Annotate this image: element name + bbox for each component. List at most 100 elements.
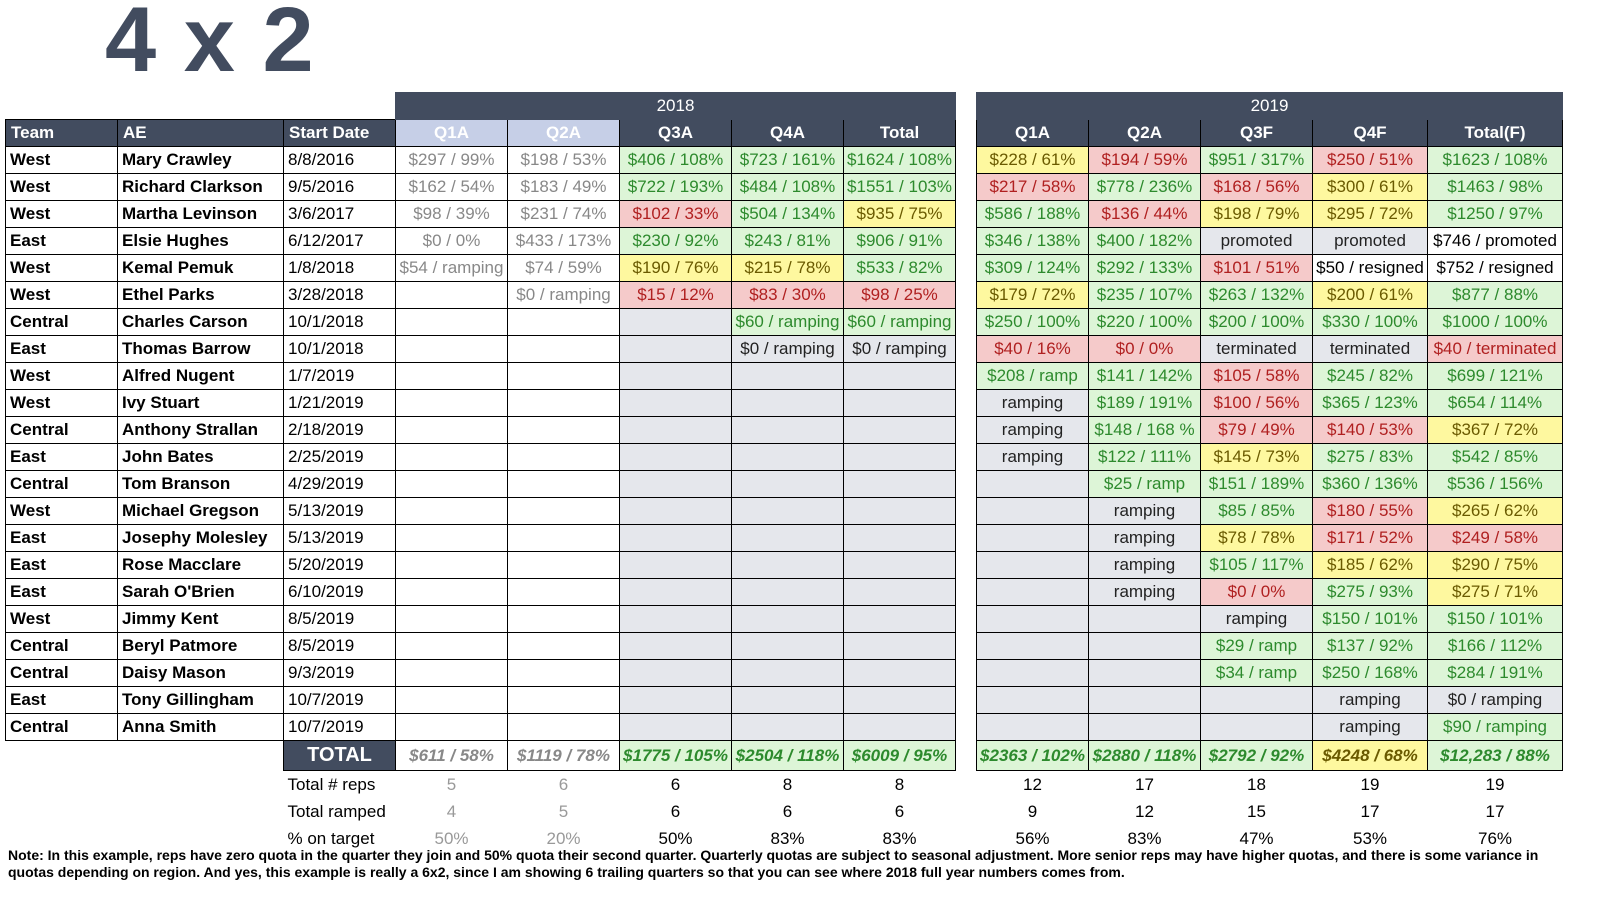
quota-cell-2019: $877 / 88% [1426, 281, 1564, 309]
quota-cell-2018 [619, 659, 732, 687]
quota-cell-2019: $40 / terminated [1426, 335, 1564, 363]
team-cell: East [5, 578, 118, 606]
quota-cell-2019: $208 / ramp [976, 362, 1089, 390]
quota-cell-2019 [976, 551, 1089, 579]
quota-cell-2019: $179 / 72% [976, 281, 1089, 309]
quota-cell-2019 [976, 605, 1089, 633]
start-date-cell: 6/10/2019 [283, 578, 396, 606]
start-date-cell: 10/7/2019 [283, 713, 396, 741]
quota-cell-2018 [395, 686, 508, 714]
blank-cell [6, 771, 284, 799]
quota-cell-2019: $295 / 72% [1312, 200, 1428, 228]
ae-cell: Ivy Stuart [117, 389, 284, 417]
table-row: ramping $78 / 78% $171 / 52% $249 / 58% [976, 524, 1564, 552]
quota-cell-2019: $145 / 73% [1200, 443, 1313, 471]
quota-cell-2019: $105 / 117% [1200, 551, 1313, 579]
team-cell: West [5, 497, 118, 525]
quota-cell-2019: $360 / 136% [1312, 470, 1428, 498]
total-row: $2363 / 102% $2880 / 118% $2792 / 92% $4248… [976, 740, 1564, 771]
quota-cell-2018 [731, 686, 844, 714]
quota-cell-2018 [842, 551, 957, 579]
quota-cell-2018 [619, 308, 732, 336]
quota-cell-2019: $586 / 188% [976, 200, 1089, 228]
total-row: TOTAL $611 / 58% $1119 / 78% $1775 / 105% $2… [5, 740, 957, 771]
col-2018-q4a: Q4A [731, 119, 844, 147]
quota-cell-2019: $168 / 56% [1200, 173, 1313, 201]
quota-cell-2018 [619, 416, 732, 444]
quota-cell-2019 [976, 632, 1089, 660]
table-row: ramping $150 / 101% $150 / 101% [976, 605, 1564, 633]
summary-label: Total ramped [287, 801, 386, 821]
quota-cell-2018 [395, 605, 508, 633]
quota-cell-2019 [976, 470, 1089, 498]
quota-cell-2018 [842, 389, 957, 417]
table-row: ramping $0 / 0% $275 / 93% $275 / 71% [976, 578, 1564, 606]
quota-cell-2018 [731, 713, 844, 741]
table-row: ramping $85 / 85% $180 / 55% $265 / 62% [976, 497, 1564, 525]
team-cell: West [5, 281, 118, 309]
quota-cell-2018: $60 / ramping [842, 308, 957, 336]
quota-cell-2018 [395, 551, 508, 579]
quota-cell-2018: $406 / 108% [619, 146, 732, 174]
ae-cell: Beryl Patmore [117, 632, 284, 660]
table-row: East Rose Macclare 5/20/2019 [5, 551, 957, 579]
quota-cell-2018 [619, 335, 732, 363]
quota-cell-2019: ramping [1312, 686, 1428, 714]
start-date-cell: 1/7/2019 [283, 362, 396, 390]
team-cell: Central [5, 632, 118, 660]
ae-cell: Ethel Parks [117, 281, 284, 309]
team-cell: East [5, 686, 118, 714]
summary-value-2018: 6 [894, 801, 905, 821]
quota-cell-2019 [976, 497, 1089, 525]
table-row: $346 / 138% $400 / 182% promoted promoted $7… [976, 227, 1564, 255]
quota-cell-2018 [395, 578, 508, 606]
quota-cell-2019: $330 / 100% [1312, 308, 1428, 336]
quota-cell-2018 [507, 443, 620, 471]
start-date-cell: 9/3/2019 [283, 659, 396, 687]
team-cell: West [5, 389, 118, 417]
quota-cell-2019: ramping [1088, 578, 1201, 606]
quota-cell-2019: $752 / resigned [1426, 254, 1564, 282]
quota-cell-2019 [976, 659, 1089, 687]
ae-cell: Josephy Molesley [117, 524, 284, 552]
year-2019-header: 2019 [975, 92, 1564, 120]
table-row: East Sarah O'Brien 6/10/2019 [5, 578, 957, 606]
quota-cell-2018: $722 / 193% [619, 173, 732, 201]
quota-cell-2018 [842, 632, 957, 660]
quota-cell-2018: $297 / 99% [395, 146, 508, 174]
quota-cell-2018 [842, 578, 957, 606]
quota-cell-2019: $249 / 58% [1426, 524, 1564, 552]
quota-cell-2018 [507, 524, 620, 552]
quota-cell-2018 [507, 470, 620, 498]
quota-cell-2019 [976, 524, 1089, 552]
table-2019: 2019 Q1A Q2A Q3F Q4F Total(F) $228 / 61%… [975, 92, 1564, 852]
quota-cell-2019: $542 / 85% [1426, 443, 1564, 471]
summary-value-2019: 17 [1485, 801, 1505, 821]
summary-value-2018: 6 [782, 801, 793, 821]
summary-value-2019: 56% [1015, 828, 1050, 848]
start-date-cell: 1/21/2019 [283, 389, 396, 417]
quota-cell-2019: $0 / 0% [1200, 578, 1313, 606]
quota-cell-2018 [842, 605, 957, 633]
quota-cell-2018: $98 / 39% [395, 200, 508, 228]
summary-value-2019: 47% [1239, 828, 1274, 848]
quota-cell-2018: $231 / 74% [507, 200, 620, 228]
year-2018-header: 2018 [394, 92, 957, 120]
start-date-cell: 3/28/2018 [283, 281, 396, 309]
table-row: ramping $105 / 117% $185 / 62% $290 / 75% [976, 551, 1564, 579]
table-row: East Thomas Barrow 10/1/2018 $0 / ramping $0… [5, 335, 957, 363]
table-row: West Alfred Nugent 1/7/2019 [5, 362, 957, 390]
quota-cell-2019 [1200, 686, 1313, 714]
start-date-cell: 5/20/2019 [283, 551, 396, 579]
quota-cell-2018: $15 / 12% [619, 281, 732, 309]
quota-cell-2019: $150 / 101% [1312, 605, 1428, 633]
quota-cell-2019: $284 / 191% [1426, 659, 1564, 687]
summary-value-2018: 50% [434, 828, 469, 848]
quota-cell-2018 [619, 551, 732, 579]
quota-cell-2019: $200 / 100% [1200, 308, 1313, 336]
quota-cell-2019: $365 / 123% [1312, 389, 1428, 417]
team-cell: Central [5, 308, 118, 336]
team-cell: East [5, 227, 118, 255]
quota-cell-2018: $504 / 134% [731, 200, 844, 228]
table-row: West Mary Crawley 8/8/2016 $297 / 99% $198 /… [5, 146, 957, 174]
